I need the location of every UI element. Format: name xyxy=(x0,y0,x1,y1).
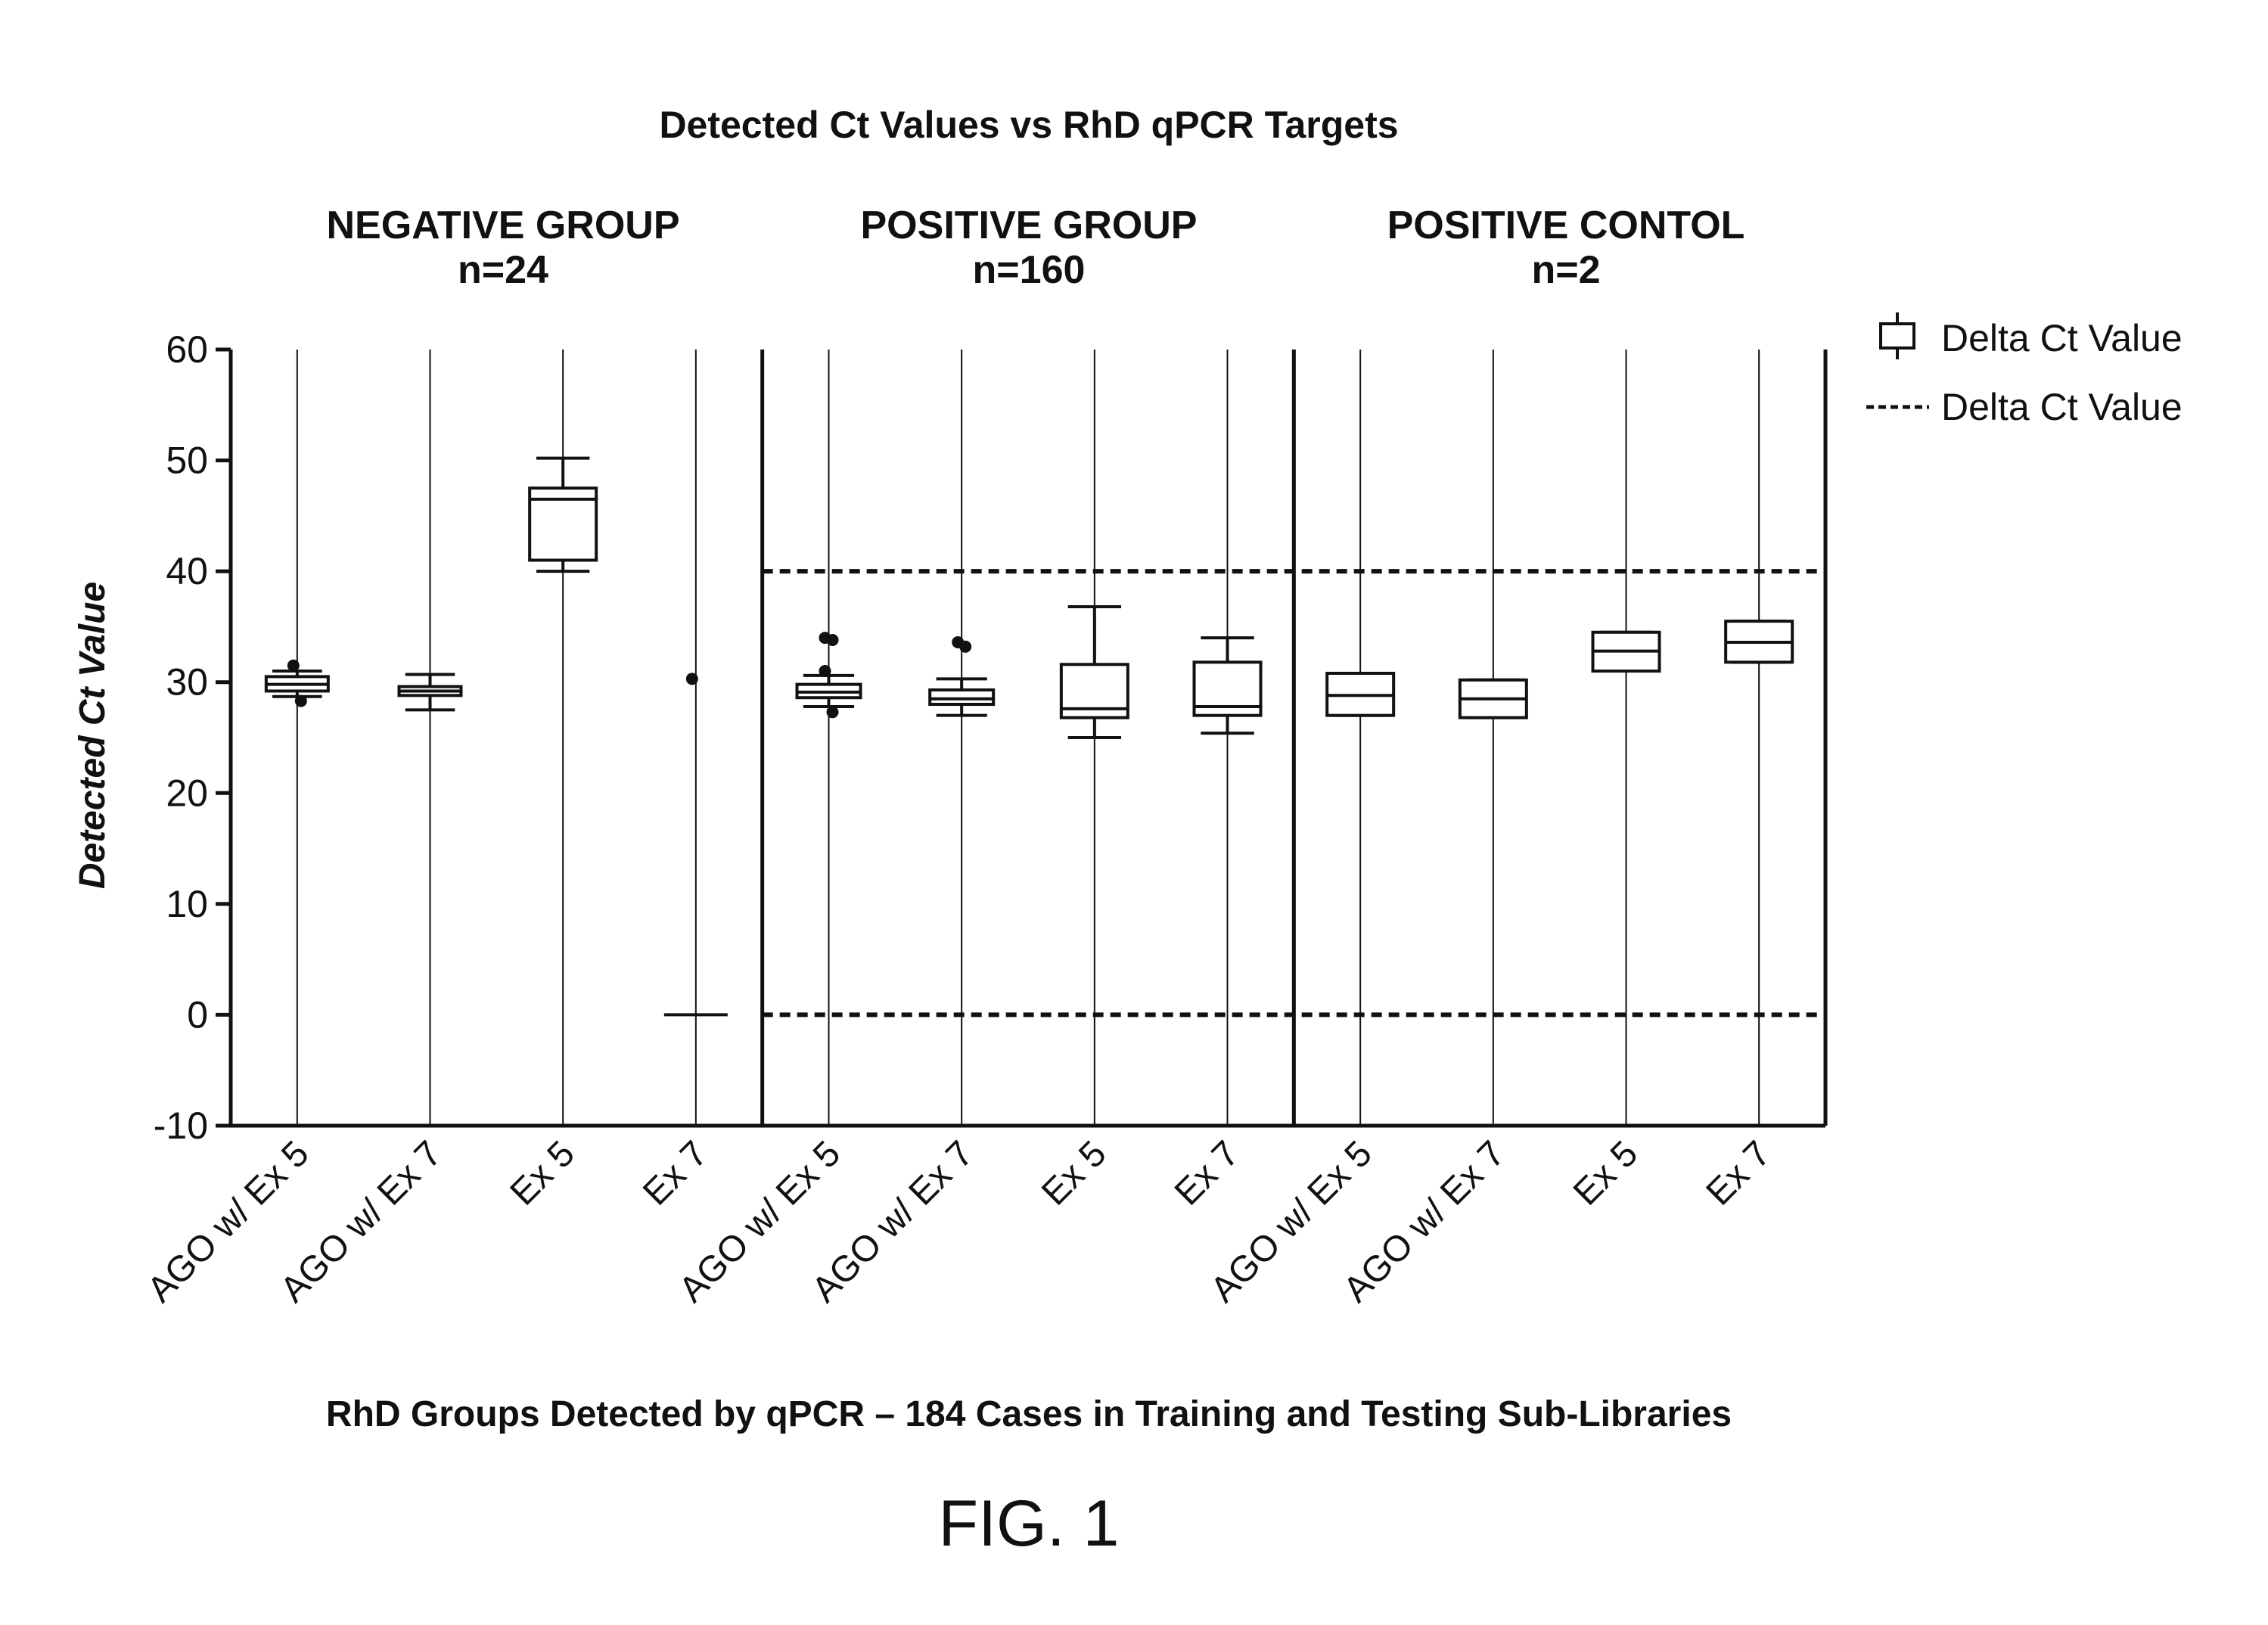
legend-dash-label: Delta Ct Value xyxy=(1941,386,2183,428)
box-plot-item xyxy=(1458,350,1528,1126)
y-tick-label: 40 xyxy=(166,550,208,592)
outlier-point xyxy=(826,634,839,647)
boxes xyxy=(264,350,1794,1126)
y-tick-label: 60 xyxy=(166,328,208,371)
box-plot-item xyxy=(795,350,862,1126)
group-n-control: n=2 xyxy=(1531,248,1600,292)
box-plot-item xyxy=(663,350,728,1126)
y-tick-label: 0 xyxy=(187,993,208,1036)
outlier-point xyxy=(294,694,307,707)
x-tick-label: Ex 5 xyxy=(503,1133,583,1213)
box-plot-item xyxy=(1591,350,1661,1126)
outlier-point xyxy=(287,659,300,672)
x-tick-label: Ex 7 xyxy=(1167,1133,1247,1213)
x-tick-label: Ex 5 xyxy=(1566,1133,1645,1213)
y-tick-label: -10 xyxy=(154,1105,208,1147)
box-plot-item xyxy=(1325,350,1396,1126)
chart-title: Detected Ct Values vs RhD qPCR Targets xyxy=(659,104,1398,146)
legend-box-marker xyxy=(1879,312,1915,359)
y-tick-label: 20 xyxy=(166,772,208,814)
reference-lines xyxy=(762,569,1825,1018)
outlier-point xyxy=(959,640,972,653)
box-plot-item xyxy=(264,350,330,1126)
box-plot-item xyxy=(1724,350,1794,1126)
figure-label: FIG. 1 xyxy=(939,1487,1120,1560)
box-iqr-rect xyxy=(928,688,996,707)
group-n-negative: n=24 xyxy=(458,248,548,292)
group-title-positive: POSITIVE GROUP xyxy=(861,204,1198,247)
y-tick-label: 50 xyxy=(166,440,208,482)
box-plot-item xyxy=(928,350,996,1126)
x-tick-label: Ex 5 xyxy=(1034,1133,1114,1213)
legend: Delta Ct Value Delta Ct Value xyxy=(1866,312,2183,428)
outlier-point xyxy=(826,706,839,719)
x-tick-label: Ex 7 xyxy=(635,1133,715,1213)
group-title-negative: NEGATIVE GROUP xyxy=(326,204,679,247)
box-plot-item xyxy=(1192,350,1263,1126)
legend-box-label: Delta Ct Value xyxy=(1941,317,2183,359)
y-tick-label: 10 xyxy=(166,883,208,925)
y-tick-label: 30 xyxy=(166,661,208,704)
x-tick-label: Ex 7 xyxy=(1699,1133,1779,1213)
box-plot-item xyxy=(528,350,598,1126)
group-n-positive: n=160 xyxy=(973,248,1086,292)
box-plot-item xyxy=(1059,350,1129,1126)
x-axis-label: RhD Groups Detected by qPCR – 184 Cases … xyxy=(326,1394,1732,1434)
group-title-control: POSITIVE CONTOL xyxy=(1387,204,1745,247)
y-axis-label: Detected Ct Value xyxy=(73,582,113,889)
outlier-point xyxy=(685,673,698,685)
axes: 60 50 40 30 20 10 0 -10 xyxy=(154,328,1828,1147)
group-headers: NEGATIVE GROUP n=24 POSITIVE GROUP n=160… xyxy=(326,204,1744,292)
outlier-point xyxy=(819,665,831,678)
box-plot-item xyxy=(397,350,463,1126)
